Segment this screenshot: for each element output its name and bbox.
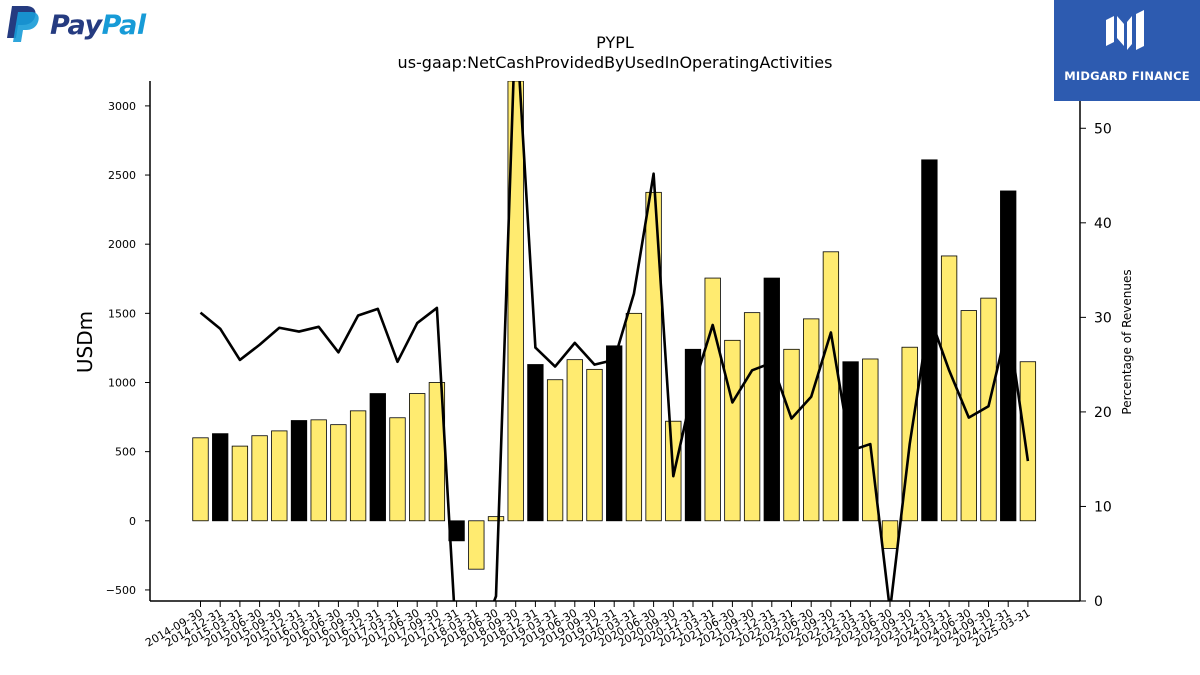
bar	[369, 393, 386, 522]
bar	[586, 368, 603, 522]
bar	[704, 277, 721, 522]
bar	[940, 255, 958, 522]
percentage-line	[199, 81, 1030, 601]
bar	[487, 516, 505, 522]
y-tick-label: 1500	[108, 307, 136, 320]
bar	[1019, 361, 1037, 522]
bar	[743, 312, 761, 522]
bar	[409, 393, 426, 522]
bar	[310, 419, 327, 522]
bar	[842, 361, 859, 522]
bar	[507, 81, 524, 522]
paypal-logo: PayPal	[4, 4, 164, 44]
bar	[881, 520, 899, 549]
chart-subtitle: us-gaap:NetCashProvidedByUsedInOperating…	[398, 53, 833, 72]
y2-tick-label: 10	[1094, 499, 1112, 515]
y-tick-label: 0	[129, 515, 136, 528]
bar	[231, 445, 249, 522]
y-tick-label: 2500	[108, 169, 136, 182]
y-tick-label: 3000	[108, 100, 136, 113]
bar	[468, 520, 485, 570]
y-tick-label: −500	[106, 584, 136, 597]
y2-tick-label: 30	[1094, 310, 1112, 326]
bar	[271, 430, 288, 522]
midgard-finance-name: MIDGARD FINANCE	[1064, 69, 1190, 83]
midgard-finance-logo: MIDGARD FINANCE	[1054, 0, 1200, 101]
bar	[389, 417, 406, 522]
y2-tick-label: 20	[1094, 405, 1112, 421]
y-tick-label: 1000	[108, 376, 136, 389]
bar	[527, 364, 544, 522]
bar	[921, 159, 938, 522]
bar	[330, 424, 347, 522]
bar	[212, 433, 229, 522]
y2-tick-label: 40	[1094, 216, 1112, 232]
bar	[566, 359, 583, 522]
bar	[783, 348, 800, 522]
paypal-word-pay: Pay	[50, 10, 102, 41]
bar	[349, 410, 367, 522]
bar	[724, 339, 741, 522]
bar	[546, 379, 564, 522]
bar	[192, 437, 209, 522]
y-tick-label: 2000	[108, 238, 136, 251]
y2-tick-label: 0	[1094, 594, 1103, 610]
y2-axis-label: Percentage of Revenues	[1120, 269, 1134, 414]
bar	[822, 251, 840, 522]
bar	[290, 420, 308, 522]
paypal-word-pal: Pal	[101, 10, 147, 41]
y-tick-label: 500	[115, 446, 136, 459]
bar	[684, 348, 702, 522]
paypal-p-icon	[7, 6, 39, 42]
chart-title: PYPL	[596, 33, 634, 52]
y-axis-label: USDm	[73, 311, 97, 373]
bar	[606, 345, 623, 522]
bar	[763, 277, 780, 522]
plot-area	[192, 81, 1037, 601]
midgard-m-icon	[1106, 10, 1144, 50]
bar	[251, 435, 268, 522]
bar	[625, 312, 643, 522]
bar	[803, 318, 820, 522]
y2-tick-label: 50	[1094, 121, 1112, 137]
